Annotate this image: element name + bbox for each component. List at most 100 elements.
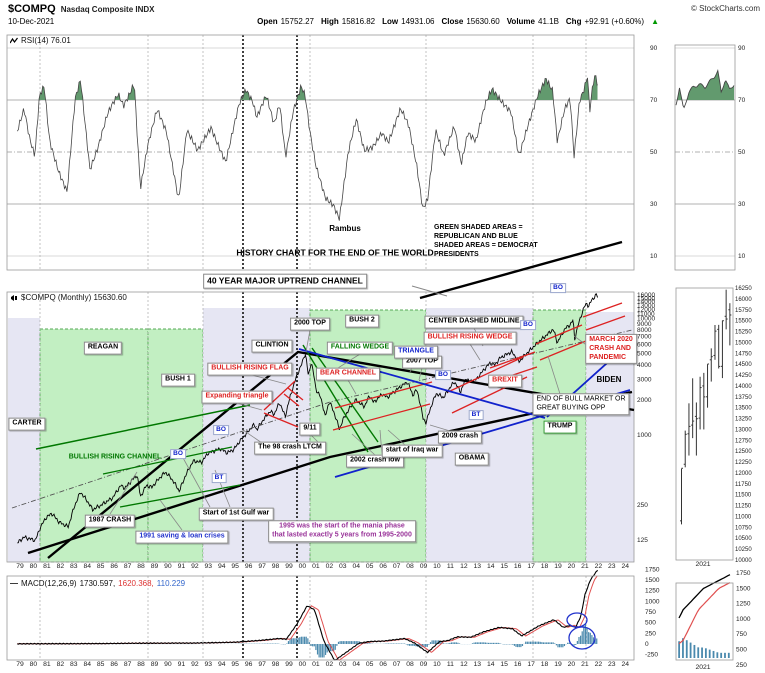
- axis-label: 88: [137, 661, 145, 668]
- axis-label: 09: [420, 661, 428, 668]
- trendline: [447, 356, 524, 393]
- macd-histogram-bar: [450, 642, 453, 644]
- axis-label: 82: [57, 563, 65, 570]
- mini-macd-histogram-bar: [697, 647, 700, 658]
- axis-label: 750: [736, 631, 747, 638]
- axis-label: 14750: [735, 351, 752, 357]
- mini-rsi-line: [675, 68, 735, 109]
- macd-histogram-bar: [596, 638, 598, 644]
- axis-label: 99: [285, 563, 293, 570]
- ticker-name: Nasdaq Composite INDX: [60, 5, 155, 14]
- macd-histogram-bar: [320, 644, 322, 658]
- macd-histogram-bar: [304, 636, 306, 644]
- macd-histogram-bar: [513, 644, 516, 646]
- trendline: [47, 350, 635, 559]
- axis-label: 1500: [736, 585, 751, 592]
- axis-label: 19: [554, 661, 562, 668]
- mini-macd-histogram-bar: [689, 642, 692, 658]
- macd-histogram-bar: [555, 644, 557, 646]
- mini-rsi-fill: [677, 70, 734, 100]
- axis-label: 12500: [735, 449, 752, 455]
- macd-histogram-bar: [579, 635, 582, 644]
- trendline: [582, 302, 623, 318]
- pane-border: [6, 34, 635, 271]
- macd-histogram-bar: [357, 641, 359, 644]
- axis-label: 12: [460, 563, 468, 570]
- trendline: [181, 455, 211, 508]
- macd-histogram-bar: [528, 641, 530, 644]
- macd-histogram-bar: [455, 642, 457, 644]
- axis-label: 85: [97, 563, 105, 570]
- axis-label: 02: [326, 661, 334, 668]
- macd-histogram-bar: [420, 644, 422, 647]
- quote-field: High 15816.82: [320, 17, 376, 26]
- macd-histogram-bar: [484, 642, 486, 644]
- macd-histogram-bar: [295, 638, 298, 644]
- axis-label: 80: [30, 563, 38, 570]
- axis-label: 21: [581, 563, 589, 570]
- axis-label: 12000: [637, 307, 655, 314]
- axis-label: 10750: [735, 525, 752, 531]
- axis-label: 1000: [736, 616, 751, 623]
- trendline: [351, 433, 376, 456]
- axis-label: 89: [151, 661, 159, 668]
- macd-histogram-bar: [426, 644, 428, 647]
- axis-label: 11000: [735, 514, 752, 520]
- macd-histogram-bar: [534, 641, 537, 644]
- axis-label: 1500: [645, 577, 660, 584]
- macd-histogram-bar: [529, 641, 532, 644]
- axis-label: 13: [474, 661, 482, 668]
- axis-label: 00: [299, 661, 307, 668]
- axis-label: 6000: [637, 342, 652, 349]
- trendline: [287, 387, 304, 401]
- trendline: [489, 351, 536, 369]
- highlight-ellipse: [568, 626, 596, 650]
- macd-histogram-bar: [457, 642, 459, 644]
- macd-histogram-bar: [428, 644, 430, 645]
- axis-label: 07: [393, 661, 401, 668]
- axis-label: 90: [650, 45, 658, 52]
- axis-label: 10: [433, 563, 441, 570]
- macd-histogram-bar: [442, 643, 445, 644]
- pane-border: [675, 287, 734, 561]
- price-label-text: $COMPQ (Monthly) 15630.60: [21, 293, 127, 302]
- mini-macd-histogram-bar: [708, 649, 711, 658]
- macd-histogram-bar: [584, 624, 587, 644]
- trendline: [334, 381, 433, 409]
- macd-histogram-bar: [554, 643, 556, 644]
- pane-border: [6, 575, 635, 661]
- macd-histogram-bar: [366, 643, 369, 644]
- macd-histogram-bar: [300, 636, 302, 644]
- axis-label: 14250: [735, 373, 752, 379]
- macd-histogram-bar: [415, 644, 417, 647]
- trendline: [535, 324, 583, 345]
- axis-label: 07: [393, 563, 401, 570]
- macd-histogram-bar: [334, 644, 336, 650]
- axis-label: 10: [650, 253, 658, 260]
- macd-histogram-bar: [318, 644, 320, 658]
- axis-label: 89: [151, 563, 159, 570]
- price-line: [17, 293, 598, 544]
- macd-histogram-bar: [544, 642, 546, 644]
- axis-label: 86: [110, 661, 118, 668]
- macd-histogram-bar: [515, 644, 517, 647]
- president-block: [532, 309, 587, 563]
- axis-label: 94: [218, 563, 226, 570]
- axis-label: 2021: [695, 664, 710, 671]
- axis-label: 7000: [637, 334, 652, 341]
- macd-histogram-bar: [312, 644, 314, 647]
- trendline: [263, 380, 296, 411]
- axis-label: 83: [70, 563, 78, 570]
- axis-label: 24: [621, 661, 629, 668]
- macd-histogram-bar: [368, 643, 370, 644]
- axis-label: 14: [487, 661, 495, 668]
- macd-histogram-bar: [347, 641, 349, 644]
- macd-histogram-bar: [434, 640, 436, 644]
- macd-histogram-bar: [316, 644, 319, 655]
- axis-label: 10000: [735, 558, 752, 564]
- macd-histogram-bar: [313, 644, 315, 647]
- macd-histogram-bar: [592, 637, 595, 644]
- macd-histogram-bar: [589, 632, 591, 644]
- axis-label: 5000: [637, 351, 652, 358]
